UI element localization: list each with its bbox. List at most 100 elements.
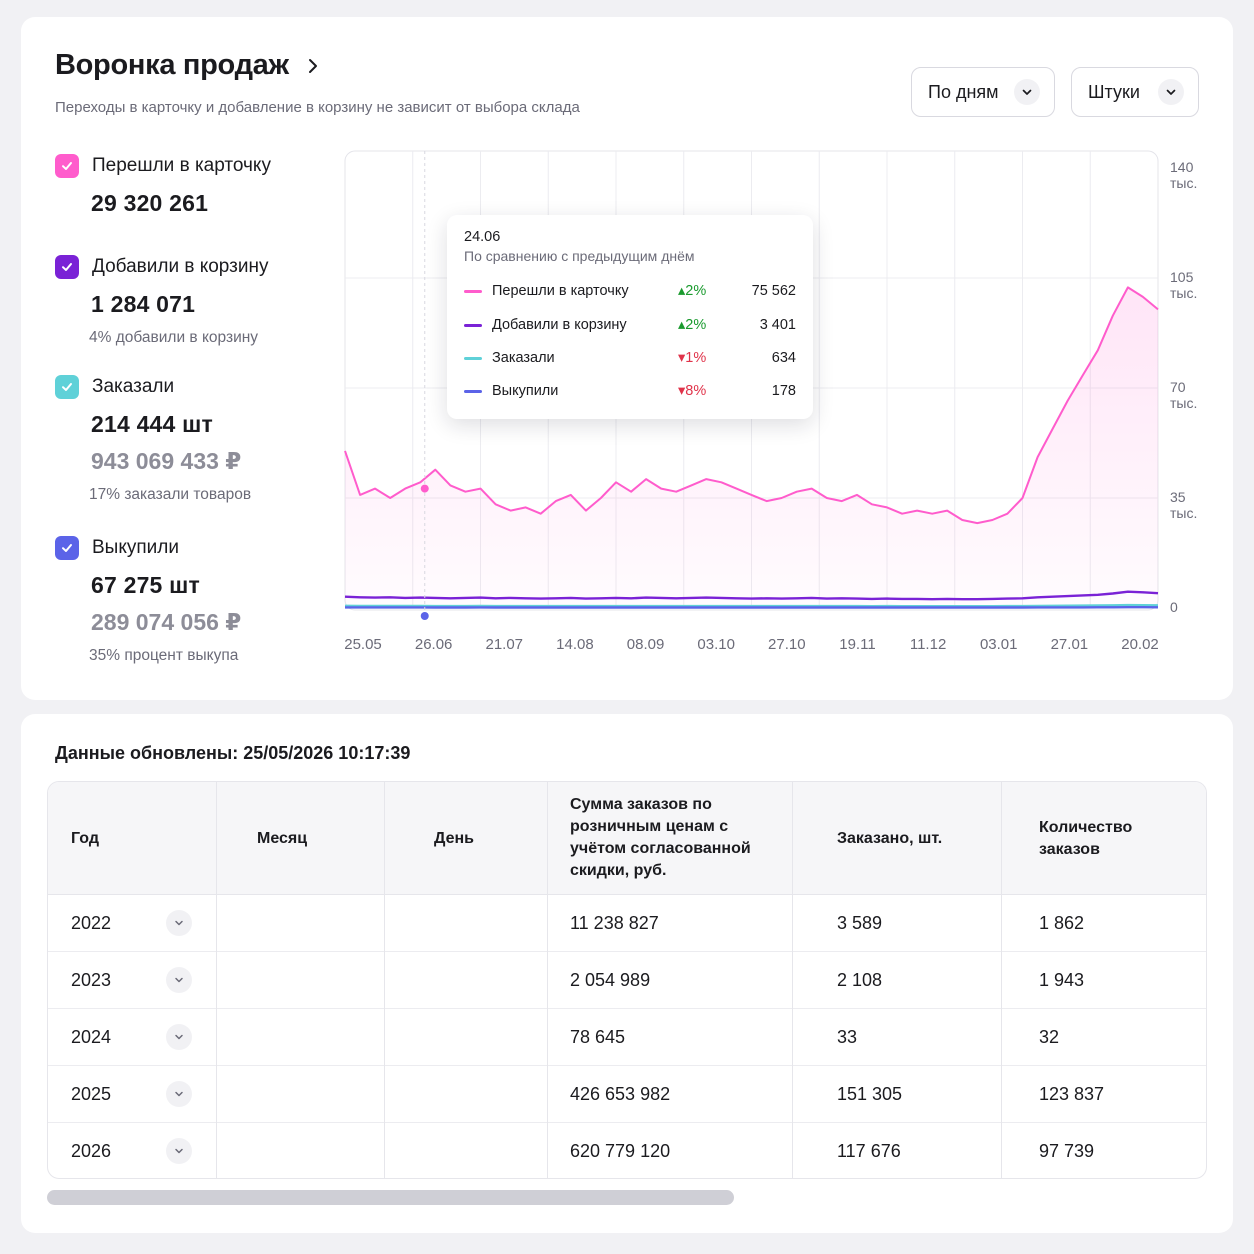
column-header-ordered[interactable]: Заказано, шт.: [837, 830, 943, 847]
cell-ordered: 151 305: [837, 1083, 903, 1104]
cell-count: 32: [1039, 1026, 1060, 1047]
column-header-month[interactable]: Месяц: [257, 830, 308, 847]
metric-value: 214 444 шт: [91, 411, 213, 437]
cell-sum: 11 238 827: [570, 912, 659, 933]
series-area: [345, 287, 1158, 608]
table-row[interactable]: 2024 78 645 33 32: [48, 1009, 1206, 1066]
series-line: [344, 590, 1159, 601]
check-icon: [62, 162, 72, 170]
expand-row-button[interactable]: [166, 1138, 192, 1164]
legend-swatch: [464, 323, 482, 327]
x-tick-label: 26.06: [414, 636, 453, 653]
cell-sum: 620 779 120: [570, 1140, 671, 1161]
units-select[interactable]: Штуки: [1071, 67, 1199, 117]
column-header-day[interactable]: День: [434, 830, 474, 847]
tooltip-row-name: Перешли в карточку: [492, 283, 629, 299]
metric-note: 4% добавили в корзину: [89, 329, 259, 346]
cell-count: 1 943: [1039, 969, 1085, 990]
checkbox-views[interactable]: [55, 154, 79, 178]
table-row[interactable]: 2023 2 054 989 2 108 1 943: [48, 952, 1206, 1009]
cell-sum: 2 054 989: [570, 969, 651, 990]
x-tick-label: 11.12: [909, 636, 947, 653]
tooltip-row: Выкупили ▾8% 178: [464, 381, 796, 401]
chevron-down-icon: [175, 1091, 183, 1097]
series-line: [344, 286, 1159, 525]
horizontal-scrollbar[interactable]: [47, 1190, 734, 1205]
data-table: Год Месяц День Сумма заказов по розничны…: [47, 781, 1207, 1179]
tooltip-row-name: Заказали: [492, 350, 555, 366]
x-tick-label: 03.10: [697, 636, 735, 653]
metric-note: 35% процент выкупа: [89, 647, 239, 664]
expand-row-button[interactable]: [166, 1081, 192, 1107]
funnel-subtitle: Переходы в карточку и добавление в корзи…: [55, 99, 580, 116]
cell-ordered: 33: [837, 1026, 858, 1047]
y-tick-label: 0: [1170, 599, 1178, 615]
tooltip-date: 24.06: [464, 229, 501, 245]
checkbox-cart[interactable]: [55, 255, 79, 279]
metric-value: 67 275 шт: [91, 572, 200, 598]
check-icon: [62, 544, 72, 552]
expand-row-button[interactable]: [166, 910, 192, 936]
checkbox-buyouts[interactable]: [55, 536, 79, 560]
table-header: Год Месяц День Сумма заказов по розничны…: [48, 782, 1206, 895]
cell-ordered: 3 589: [837, 912, 883, 933]
cell-sum: 78 645: [570, 1026, 626, 1047]
x-tick-label: 03.01: [979, 636, 1018, 653]
tooltip-row: Заказали ▾1% 634: [464, 348, 796, 368]
x-tick-label: 19.11: [839, 636, 876, 653]
metric-card-views: Перешли в карточку 29 320 261: [55, 154, 271, 217]
tooltip-row-change: ▾8%: [678, 383, 707, 399]
table-row[interactable]: 2022 11 238 827 3 589 1 862: [48, 895, 1206, 952]
period-select[interactable]: По дням: [911, 67, 1055, 117]
cell-year: 2023: [71, 969, 112, 990]
chevron-down-icon: [175, 977, 183, 983]
units-select-value: Штуки: [1088, 81, 1140, 102]
column-header-year[interactable]: Год: [71, 830, 99, 847]
chart-tooltip: 24.06 По сравнению с предыдущим днём Пер…: [447, 215, 813, 419]
column-header-sum[interactable]: Сумма заказов по розничным ценам с учёто…: [570, 796, 751, 879]
y-tick-label: 35 тыс.: [1170, 489, 1198, 521]
tooltip-row-change: ▾1%: [678, 350, 707, 366]
metric-card-cart: Добавили в корзину 1 284 071 4% добавили…: [55, 255, 268, 347]
tooltip-row: Добавили в корзину ▴2% 3 401: [464, 315, 796, 335]
chevron-right-icon[interactable]: [303, 56, 323, 76]
y-tick-label: 70 тыс.: [1170, 379, 1198, 411]
tooltip-row-name: Выкупили: [492, 383, 559, 399]
cell-count: 1 862: [1039, 912, 1085, 933]
column-divider: [384, 782, 385, 1178]
y-tick-label: 105 тыс.: [1170, 269, 1198, 301]
column-divider: [792, 782, 793, 1178]
expand-row-button[interactable]: [166, 967, 192, 993]
column-divider: [216, 782, 217, 1178]
tooltip-row-change: ▴2%: [678, 283, 707, 299]
column-header-count[interactable]: Количество заказов: [1039, 819, 1133, 858]
x-tick-label: 21.07: [485, 636, 524, 653]
table-row[interactable]: 2025 426 653 982 151 305 123 837: [48, 1066, 1206, 1123]
tooltip-row-change: ▴2%: [678, 317, 707, 333]
legend-swatch: [464, 289, 482, 293]
tooltip-row-value: 178: [771, 383, 796, 399]
expand-row-button[interactable]: [166, 1024, 192, 1050]
metric-card-buyouts: Выкупили 67 275 шт 289 074 056 ₽ 35% про…: [55, 536, 241, 665]
legend-swatch: [464, 356, 482, 360]
metric-label: Выкупили: [92, 537, 179, 558]
table-row[interactable]: 2026 620 779 120 117 676 97 739: [48, 1123, 1206, 1178]
tooltip-subtitle: По сравнению с предыдущим днём: [464, 248, 695, 264]
cell-ordered: 2 108: [837, 969, 883, 990]
metric-money: 289 074 056 ₽: [91, 609, 242, 635]
check-icon: [62, 383, 72, 391]
x-tick-label: 14.08: [556, 636, 594, 653]
metric-note: 17% заказали товаров: [89, 486, 252, 503]
arrow-down-icon: ▾: [678, 383, 686, 399]
period-select-value: По дням: [928, 81, 999, 102]
x-tick-label: 20.02: [1121, 636, 1159, 653]
arrow-down-icon: ▾: [678, 350, 686, 366]
cell-sum: 426 653 982: [570, 1083, 671, 1104]
checkbox-orders[interactable]: [55, 375, 79, 399]
tooltip-row-value: 3 401: [759, 317, 796, 333]
hover-point: [420, 612, 429, 620]
column-divider: [547, 782, 548, 1178]
cell-count: 123 837: [1039, 1083, 1105, 1104]
metric-card-orders: Заказали 214 444 шт 943 069 433 ₽ 17% за…: [55, 375, 251, 504]
x-tick-label: 25.05: [344, 636, 382, 653]
